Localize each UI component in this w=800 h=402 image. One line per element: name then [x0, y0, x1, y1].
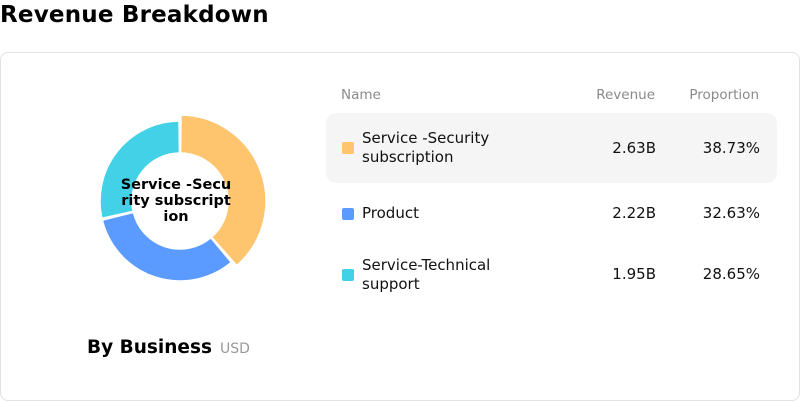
column-header-name: Name	[341, 87, 381, 103]
row-name: Service-Technical support	[362, 256, 491, 293]
legend-table: Service -Security subscription 2.63B 38.…	[326, 113, 777, 305]
donut-chart-svg	[99, 115, 266, 282]
donut-slice-1[interactable]	[179, 115, 266, 267]
row-revenue: 1.95B	[612, 265, 656, 283]
row-revenue: 2.63B	[612, 139, 656, 157]
caption-title: By Business	[87, 337, 212, 358]
donut-center-label: Service -Security subscription	[120, 177, 232, 225]
donut-chart	[94, 115, 266, 287]
donut-slice-3[interactable]	[99, 120, 181, 220]
row-proportion: 32.63%	[702, 204, 760, 222]
color-swatch	[342, 208, 354, 220]
table-row[interactable]: Service-Technical support 1.95B 28.65%	[326, 244, 777, 305]
page-title: Revenue Breakdown	[0, 2, 269, 28]
row-revenue: 2.22B	[612, 204, 656, 222]
row-name: Service -Security subscription	[362, 129, 490, 166]
row-name: Product	[362, 204, 419, 222]
row-proportion: 38.73%	[702, 139, 760, 157]
color-swatch	[342, 269, 354, 281]
color-swatch	[342, 142, 354, 154]
revenue-card: Service -Security subscription By Busine…	[0, 52, 800, 401]
column-header-proportion: Proportion	[689, 87, 759, 103]
column-header-revenue: Revenue	[596, 87, 655, 103]
table-header: Name Revenue Proportion	[341, 87, 761, 107]
table-row[interactable]: Service -Security subscription 2.63B 38.…	[326, 113, 777, 183]
donut-slice-2[interactable]	[101, 211, 233, 282]
chart-caption: By Business USD	[87, 337, 250, 358]
caption-unit: USD	[219, 341, 250, 357]
row-proportion: 28.65%	[702, 265, 760, 283]
table-row[interactable]: Product 2.22B 32.63%	[326, 183, 777, 244]
